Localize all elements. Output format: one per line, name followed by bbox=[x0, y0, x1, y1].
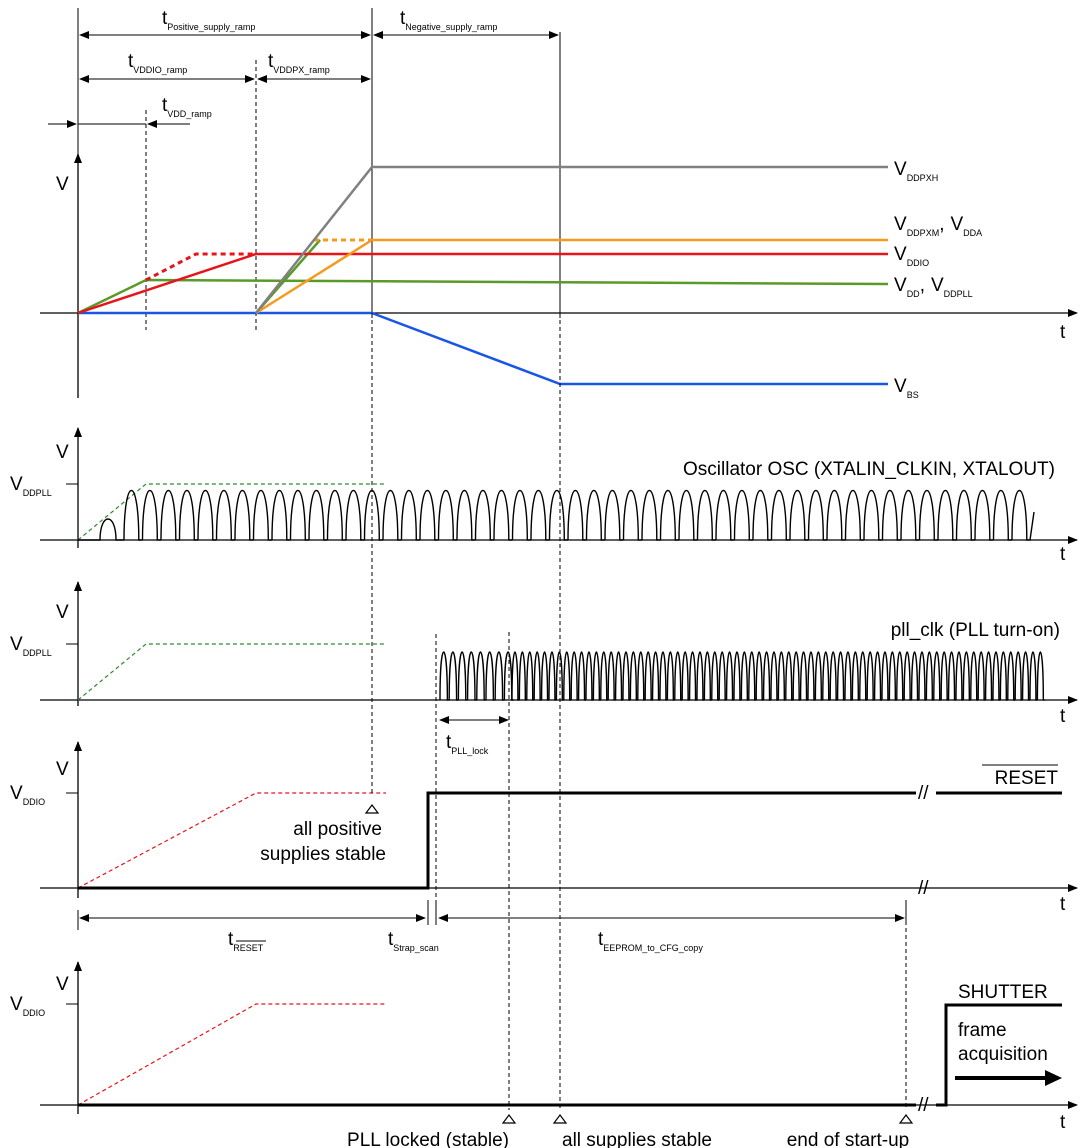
oscillator-label: Oscillator OSC (XTALIN_CLKIN, XTALOUT) bbox=[683, 459, 1055, 480]
t-vddio-ramp-label: tVDDIO_ramp bbox=[128, 51, 187, 75]
event-guide-lines bbox=[371, 313, 907, 1110]
vddpxm-vdda-trace bbox=[255, 238, 888, 315]
reset-waveform bbox=[78, 791, 916, 890]
panel4-vddio-level: VDDIO bbox=[10, 783, 45, 807]
vbs-trace bbox=[78, 311, 888, 386]
panel3-vddpll-dashed bbox=[77, 643, 386, 701]
all-supplies-stable-label: all supplies stable bbox=[562, 1130, 712, 1148]
end-of-startup-label: end of start-up bbox=[787, 1130, 910, 1148]
t-strap-scan-label: tStrap_scan bbox=[388, 929, 439, 953]
pll-locked-label: PLL locked (stable) bbox=[347, 1130, 509, 1148]
t-vdd-ramp-label: tVDD_ramp bbox=[162, 95, 212, 119]
pll-clock-waveform bbox=[439, 651, 1045, 701]
positive-supplies-stable-line2: supplies stable bbox=[260, 844, 386, 865]
panel3-v-label: V bbox=[56, 602, 69, 623]
pll-clk-label: pll_clk (PLL turn-on) bbox=[891, 620, 1060, 641]
oscillator-waveform bbox=[78, 490, 1035, 541]
vbs-label: VBS bbox=[894, 376, 919, 400]
supply-voltage-panel: V t VDDPXH VDDPXM, VDDA VDDIO VDD, VDDPLL … bbox=[40, 153, 1078, 400]
vddio-fast-ramp-dotted bbox=[145, 252, 256, 282]
panel5-vddio-dashed bbox=[77, 1003, 386, 1106]
all-supplies-stable-marker bbox=[552, 1114, 568, 1124]
panel1-t-label: t bbox=[1060, 322, 1066, 343]
positive-supplies-stable-line1: all positive bbox=[293, 819, 382, 840]
vdd-vddpll-trace bbox=[77, 278, 889, 315]
panel2-v-label: V bbox=[56, 442, 69, 463]
panel2-vddpll-level: VDDPLL bbox=[10, 474, 52, 498]
vddpxh-trace bbox=[255, 165, 888, 314]
shutter-waveform bbox=[936, 1003, 1062, 1107]
t-positive-supply-ramp-label: tPositive_supply_ramp bbox=[162, 8, 255, 32]
t-negative-supply-ramp-label: tNegative_supply_ramp bbox=[400, 8, 497, 32]
shutter-panel: V t VDDIO // SHUTTER frame acquisition P… bbox=[10, 961, 1078, 1148]
panel4-t-label: t bbox=[1060, 894, 1066, 915]
end-of-startup-marker bbox=[898, 1114, 914, 1124]
t-reset-label: tRESET bbox=[228, 929, 264, 953]
vdd-vddpll-label: VDD, VDDPLL bbox=[894, 275, 973, 299]
panel4-v-label: V bbox=[56, 759, 69, 780]
shutter-label: SHUTTER bbox=[958, 982, 1048, 1003]
t-eeprom-copy-label: tEEPROM_to_CFG_copy bbox=[598, 929, 703, 953]
panel5-v-label: V bbox=[56, 974, 69, 995]
vddio-label: VDDIO bbox=[894, 244, 929, 268]
pll-locked-marker bbox=[501, 1114, 517, 1124]
panel3-t-label: t bbox=[1060, 706, 1066, 727]
frame-acquisition-line2: acquisition bbox=[958, 1044, 1048, 1065]
reset-panel: V t VDDIO // // RESET all positive suppl… bbox=[10, 741, 1078, 953]
t-vddpx-ramp-label: tVDDPX_ramp bbox=[268, 51, 330, 75]
reset-label: RESET bbox=[995, 768, 1059, 789]
t-pll-lock-label: tPLL_lock bbox=[446, 732, 489, 756]
panel5-vddio-level: VDDIO bbox=[10, 994, 45, 1018]
panel5-axis-break-mark: // bbox=[918, 1095, 929, 1116]
positive-supplies-stable-marker bbox=[364, 804, 380, 814]
vddpxh-label: VDDPXH bbox=[894, 159, 938, 183]
panel2-t-label: t bbox=[1060, 544, 1066, 565]
oscillator-panel: V t VDDPLL Oscillator OSC (XTALIN_CLKIN,… bbox=[10, 427, 1078, 565]
panel4-axis-break-mark: // bbox=[918, 878, 929, 899]
panel3-vddpll-level: VDDPLL bbox=[10, 634, 52, 658]
vddpxm-vdda-label: VDDPXM, VDDA bbox=[894, 214, 982, 238]
panel4-vddio-dashed bbox=[77, 792, 386, 889]
panel2-vddpll-dashed bbox=[77, 483, 386, 541]
panel1-v-label: V bbox=[56, 174, 69, 195]
pll-clock-panel: V t VDDPLL pll_clk (PLL turn-on) tPLL_lo… bbox=[10, 581, 1078, 756]
vddio-trace bbox=[77, 252, 888, 315]
reset-break-mark: // bbox=[918, 783, 929, 804]
frame-acquisition-line1: frame bbox=[958, 1020, 1007, 1041]
panel5-t-label: t bbox=[1060, 1112, 1066, 1133]
top-timing-dimensions: tPositive_supply_ramp tNegative_supply_r… bbox=[48, 8, 561, 330]
